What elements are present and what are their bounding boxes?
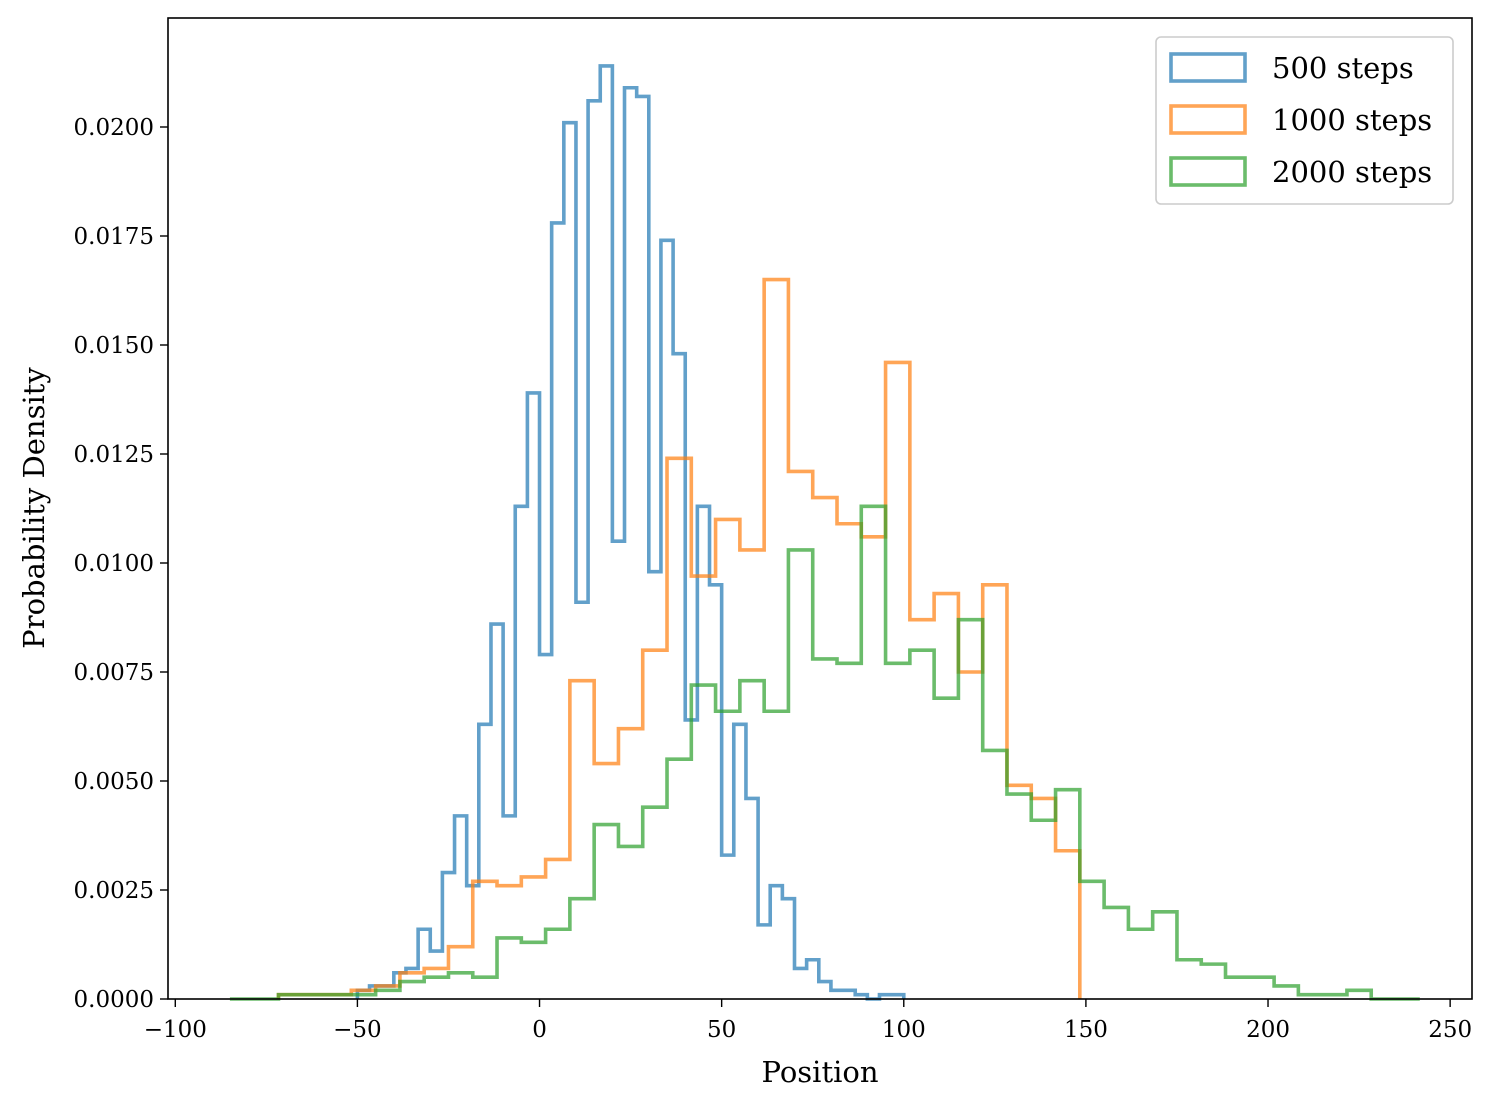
x-tick-label: −50 <box>333 1017 382 1043</box>
x-tick-label: 0 <box>532 1017 547 1043</box>
series-layer <box>229 64 1420 1001</box>
legend: 500 steps 1000 steps 2000 steps <box>1155 36 1454 205</box>
legend-frame <box>1155 36 1454 205</box>
x-tick-label: 200 <box>1246 1017 1290 1043</box>
legend-label-2: 1000 steps <box>1272 103 1432 137</box>
y-tick-label: 0.0125 <box>74 442 154 468</box>
plot-frame <box>167 17 1473 1000</box>
y-tick-label: 0.0175 <box>74 224 154 250</box>
legend-swatch-2 <box>1169 104 1247 135</box>
y-axis-ticks: 0.0000 0.0025 0.0050 0.0075 0.0100 0.0125 0.01… <box>74 115 168 1013</box>
y-tick-label: 0.0150 <box>74 333 154 359</box>
series-line-1 <box>355 64 906 1001</box>
y-tick-label: 0.0200 <box>74 115 154 141</box>
series-line-3 <box>229 504 1420 1001</box>
x-tick-label: 150 <box>1064 1017 1108 1043</box>
x-tick-label: −100 <box>144 1017 207 1043</box>
x-tick-label: 50 <box>707 1017 736 1043</box>
y-tick-label: 0.0050 <box>74 769 154 795</box>
y-tick-label: 0.0075 <box>74 660 154 686</box>
x-tick-label: 100 <box>882 1017 926 1043</box>
y-tick-label: 0.0100 <box>74 551 154 577</box>
legend-label-1: 500 steps <box>1272 51 1414 85</box>
legend-swatch-3 <box>1169 156 1247 187</box>
legend-swatch-1 <box>1169 52 1247 83</box>
series-line-2 <box>276 277 1082 999</box>
y-tick-label: 0.0025 <box>74 878 154 904</box>
x-axis-label: Position <box>761 1055 878 1089</box>
x-axis-ticks: −100 −50 0 50 100 150 200 250 <box>144 999 1472 1043</box>
legend-items: 500 steps 1000 steps 2000 steps <box>1169 51 1432 189</box>
x-tick-label: 250 <box>1428 1017 1472 1043</box>
legend-label-3: 2000 steps <box>1272 155 1432 189</box>
y-tick-label: 0.0000 <box>74 987 154 1013</box>
y-axis-label: Probability Density <box>17 367 51 649</box>
